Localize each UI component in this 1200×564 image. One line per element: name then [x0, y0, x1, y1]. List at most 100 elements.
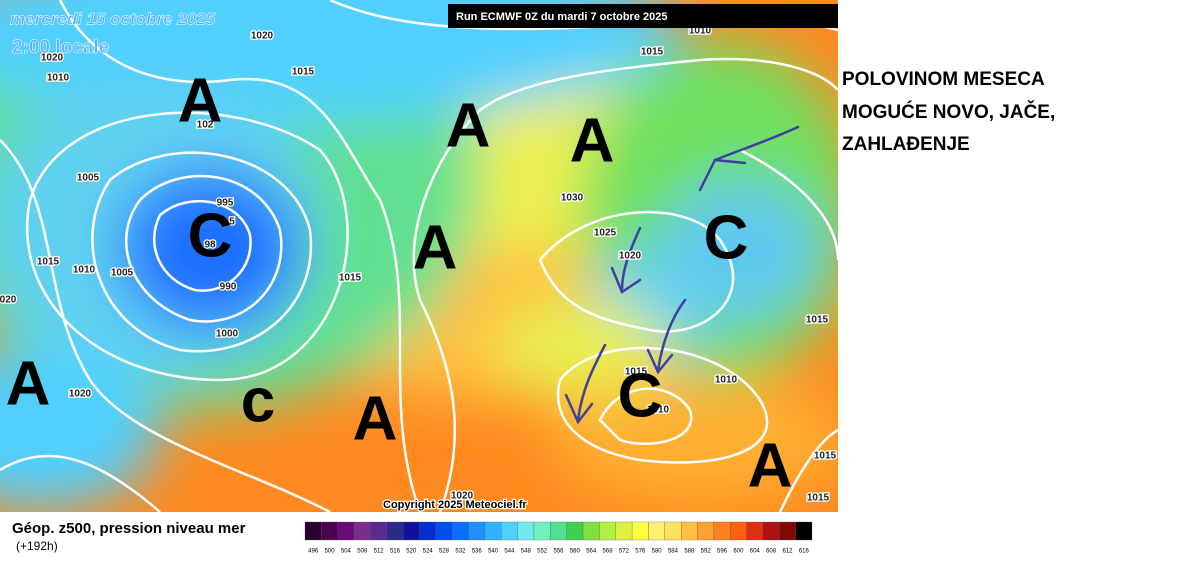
scale-label: 552	[537, 549, 548, 555]
forecast-date: mercredi 15 octobre 2025	[10, 9, 216, 28]
isobar-label: 1020	[69, 389, 92, 400]
annotation-line: ZAHLAĐENJE	[842, 134, 970, 155]
isobar-label: 102	[197, 120, 214, 131]
pressure-center: A	[570, 106, 615, 175]
scale-swatch	[664, 521, 682, 541]
scale-label: 576	[635, 549, 646, 555]
scale-label: 588	[684, 549, 695, 555]
isobar-label: 1010	[715, 375, 738, 386]
scale-label: 540	[488, 549, 499, 555]
scale-swatch	[566, 521, 584, 541]
scale-swatch	[697, 521, 715, 541]
isobar-label: 1015	[37, 257, 60, 268]
pressure-center: C	[704, 203, 749, 272]
scale-label: 508	[357, 549, 368, 555]
isobar-label: 1020	[251, 31, 274, 42]
legend-title: Géop. z500, pression niveau mer	[12, 520, 246, 537]
isobar-label: 1015	[625, 367, 648, 378]
scale-label: 528	[439, 549, 450, 555]
scale-swatch	[435, 521, 453, 541]
scale-swatch	[795, 521, 813, 541]
forecast-time: 2:00 locale	[12, 37, 109, 58]
isobar-label: 1010	[47, 73, 70, 84]
isobar-label: 1010	[647, 405, 670, 416]
copyright: Copyright 2025 Meteociel.fr	[383, 499, 527, 511]
map-labels: 1020 1015 1015 1010 1020 102 1005 995 5 98 990 1000…	[0, 24, 838, 505]
scale-label: 536	[472, 549, 483, 555]
scale-swatch	[386, 521, 404, 541]
isobar-label: 1020	[41, 53, 64, 64]
scale-label: 564	[586, 549, 597, 555]
isobar-label: 1000	[216, 329, 239, 340]
scale-swatch	[730, 521, 747, 541]
pressure-center: A	[353, 384, 398, 453]
legend-lead: (+192h)	[16, 539, 58, 553]
scale-label: 496	[308, 549, 319, 555]
scale-label: 504	[341, 549, 352, 555]
scale-label: 612	[782, 549, 793, 555]
scale-label: 500	[325, 549, 336, 555]
pressure-center: A	[6, 349, 51, 418]
scale-label: 520	[406, 549, 417, 555]
scale-label: 544	[504, 549, 515, 555]
scale-label: 596	[717, 549, 728, 555]
scale-swatch	[681, 521, 698, 541]
scale-swatch	[304, 521, 322, 541]
scale-label: 556	[553, 549, 564, 555]
scale-swatch	[337, 521, 355, 541]
isobar-label: 1020	[451, 491, 474, 502]
isobar-label: 1030	[561, 193, 584, 204]
isobar-label: 98	[204, 240, 216, 251]
scale-label: 560	[570, 549, 581, 555]
scale-swatch	[746, 521, 764, 541]
scale-label: 548	[521, 549, 532, 555]
scale-swatch	[533, 521, 551, 541]
scale-swatch	[648, 521, 665, 541]
scale-swatch	[550, 521, 567, 541]
scale-label: 580	[652, 549, 663, 555]
scale-swatch	[631, 521, 649, 541]
annotation-line: POLOVINOM MESECA	[842, 69, 1045, 90]
scale-swatch	[468, 521, 486, 541]
scale-label: 512	[374, 549, 385, 555]
isobar-label: 1015	[806, 315, 829, 326]
isobar-label: 1005	[77, 173, 100, 184]
run-info: Run ECMWF 0Z du mardi 7 octobre 2025	[456, 11, 667, 23]
pressure-center: C	[618, 361, 663, 430]
isobar-label: 1015	[641, 47, 664, 58]
annotation-line: MOGUĆE NOVO, JAČE,	[842, 101, 1055, 123]
scale-swatch	[419, 521, 436, 541]
scale-swatch	[353, 521, 371, 541]
scale-swatch	[779, 521, 796, 541]
isobar-label: 020	[0, 295, 17, 306]
scale-label: 532	[455, 549, 466, 555]
isobar-label: 1015	[814, 451, 837, 462]
map	[0, 0, 838, 512]
color-scale: 496 500 504 508 512 516 520 524 528 532 536 540 544 5…	[304, 521, 813, 555]
isobar-label: 1005	[111, 268, 134, 279]
pressure-center: c	[241, 366, 275, 435]
scale-swatch	[501, 521, 518, 541]
isobar-label: 1020	[619, 251, 642, 262]
isobar-label: 990	[220, 282, 237, 293]
hand-arrows	[564, 125, 800, 425]
scale-label: 604	[750, 549, 761, 555]
scale-label: 608	[766, 549, 777, 555]
isobar-label: 1010	[73, 265, 96, 276]
scale-swatch	[762, 521, 780, 541]
scale-swatch	[517, 521, 535, 541]
isobar-label: 1025	[594, 228, 617, 239]
isobar-label: 5	[229, 217, 235, 228]
scale-label: 584	[668, 549, 679, 555]
pressure-center: A	[178, 66, 223, 135]
scale-swatch	[615, 521, 633, 541]
scale-swatch	[321, 521, 338, 541]
scale-swatch	[582, 521, 600, 541]
pressure-center: A	[446, 91, 491, 160]
scale-label: 572	[619, 549, 630, 555]
scale-swatch	[484, 521, 502, 541]
scale-label: 516	[390, 549, 401, 555]
scale-swatch	[599, 521, 616, 541]
pressure-center: C	[188, 201, 233, 270]
